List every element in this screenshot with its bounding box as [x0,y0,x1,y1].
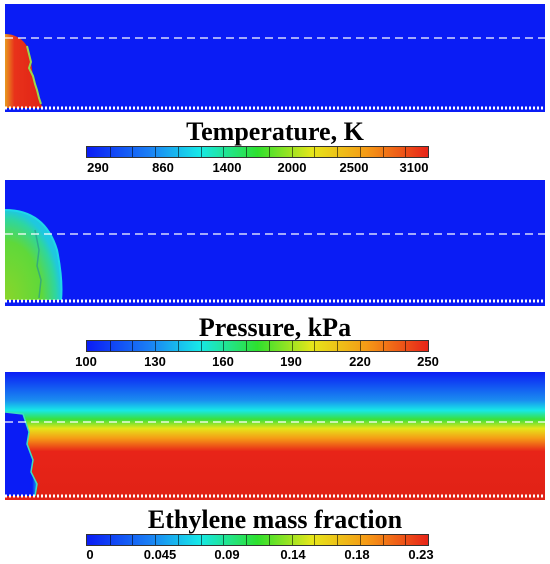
temperature-contour [5,4,545,112]
pressure-tick-label: 250 [417,354,439,369]
pressure-tick-label: 190 [280,354,302,369]
colorbar-division [155,341,157,351]
ethylene-reaction-front [5,411,38,497]
temperature-colorbar-title: Temperature, K [186,117,364,146]
ethylene-stratified-layer [5,372,545,500]
colorbar-division [200,535,202,545]
temperature-tick-label: 3100 [399,160,429,175]
ethylene-tick-label: 0.045 [143,547,177,562]
temperature-tick-label: 290 [87,160,109,175]
colorbar-division [155,535,157,545]
colorbar-division [405,535,407,545]
pressure-colorbar-title: Pressure, kPa [198,313,352,342]
temperature-field-plot [5,4,545,112]
colorbar-division [200,341,202,351]
ethylene-field-plot [5,372,545,500]
pressure-detonation-front [34,229,42,299]
colorbar-division [177,341,179,351]
colorbar-division [109,535,111,545]
pressure-shock-region [5,210,62,300]
colorbar-division [337,341,339,351]
ethylene-tick-label: 0.18 [344,547,370,562]
colorbar-division [405,341,407,351]
colorbar-division [291,341,293,351]
colorbar-division [223,147,225,157]
colorbar-division [132,147,134,157]
temperature-tick-label: 2000 [277,160,307,175]
temperature-tick-label: 1400 [212,160,242,175]
colorbar-division [109,147,111,157]
colorbar-division [246,147,248,157]
pressure-background [5,180,545,306]
colorbar-division [359,147,361,157]
colorbar-division [177,147,179,157]
temperature-background [5,4,545,112]
temperature-front [26,45,42,105]
colorbar-division [314,535,316,545]
pressure-tick-label: 100 [75,354,97,369]
ethylene-tick-label: 0.09 [214,547,240,562]
ethylene-tick-label: 0.23 [408,547,434,562]
colorbar-division [177,535,179,545]
colorbar-division [132,341,134,351]
colorbar-division [337,147,339,157]
ethylene-colorbar-title: Ethylene mass fraction [147,505,403,534]
colorbar-division [246,341,248,351]
colorbar-division [314,147,316,157]
colorbar-division [268,341,270,351]
temperature-tick-label: 2500 [339,160,369,175]
colorbar-division [200,147,202,157]
colorbar-division [382,535,384,545]
colorbar-division [291,147,293,157]
colorbar-division [382,341,384,351]
pressure-tick-label: 220 [349,354,371,369]
colorbar-division [155,147,157,157]
colorbar-division [382,147,384,157]
colorbar-division [291,535,293,545]
colorbar-division [246,535,248,545]
ethylene-burnt-region [5,412,37,496]
colorbar-division [359,341,361,351]
colorbar-division [359,535,361,545]
pressure-colorbar [86,340,429,352]
colorbar-division [223,341,225,351]
colorbar-division [268,535,270,545]
ethylene-tick-label: 0.14 [280,547,306,562]
colorbar-division [314,341,316,351]
pressure-tick-label: 130 [144,354,166,369]
colorbar-division [132,535,134,545]
pressure-shock-front [5,209,63,301]
colorbar-division [223,535,225,545]
colorbar-division [405,147,407,157]
temperature-colorbar [86,146,429,158]
temperature-tick-label: 860 [152,160,174,175]
pressure-contour [5,180,545,306]
ethylene-contour [5,372,545,500]
ethylene-tick-label: 0 [86,547,94,562]
ethylene-colorbar [86,534,429,546]
colorbar-division [337,535,339,545]
colorbar-division [109,341,111,351]
pressure-tick-label: 160 [212,354,234,369]
temperature-hot-region [5,34,43,108]
colorbar-division [268,147,270,157]
pressure-field-plot [5,180,545,306]
